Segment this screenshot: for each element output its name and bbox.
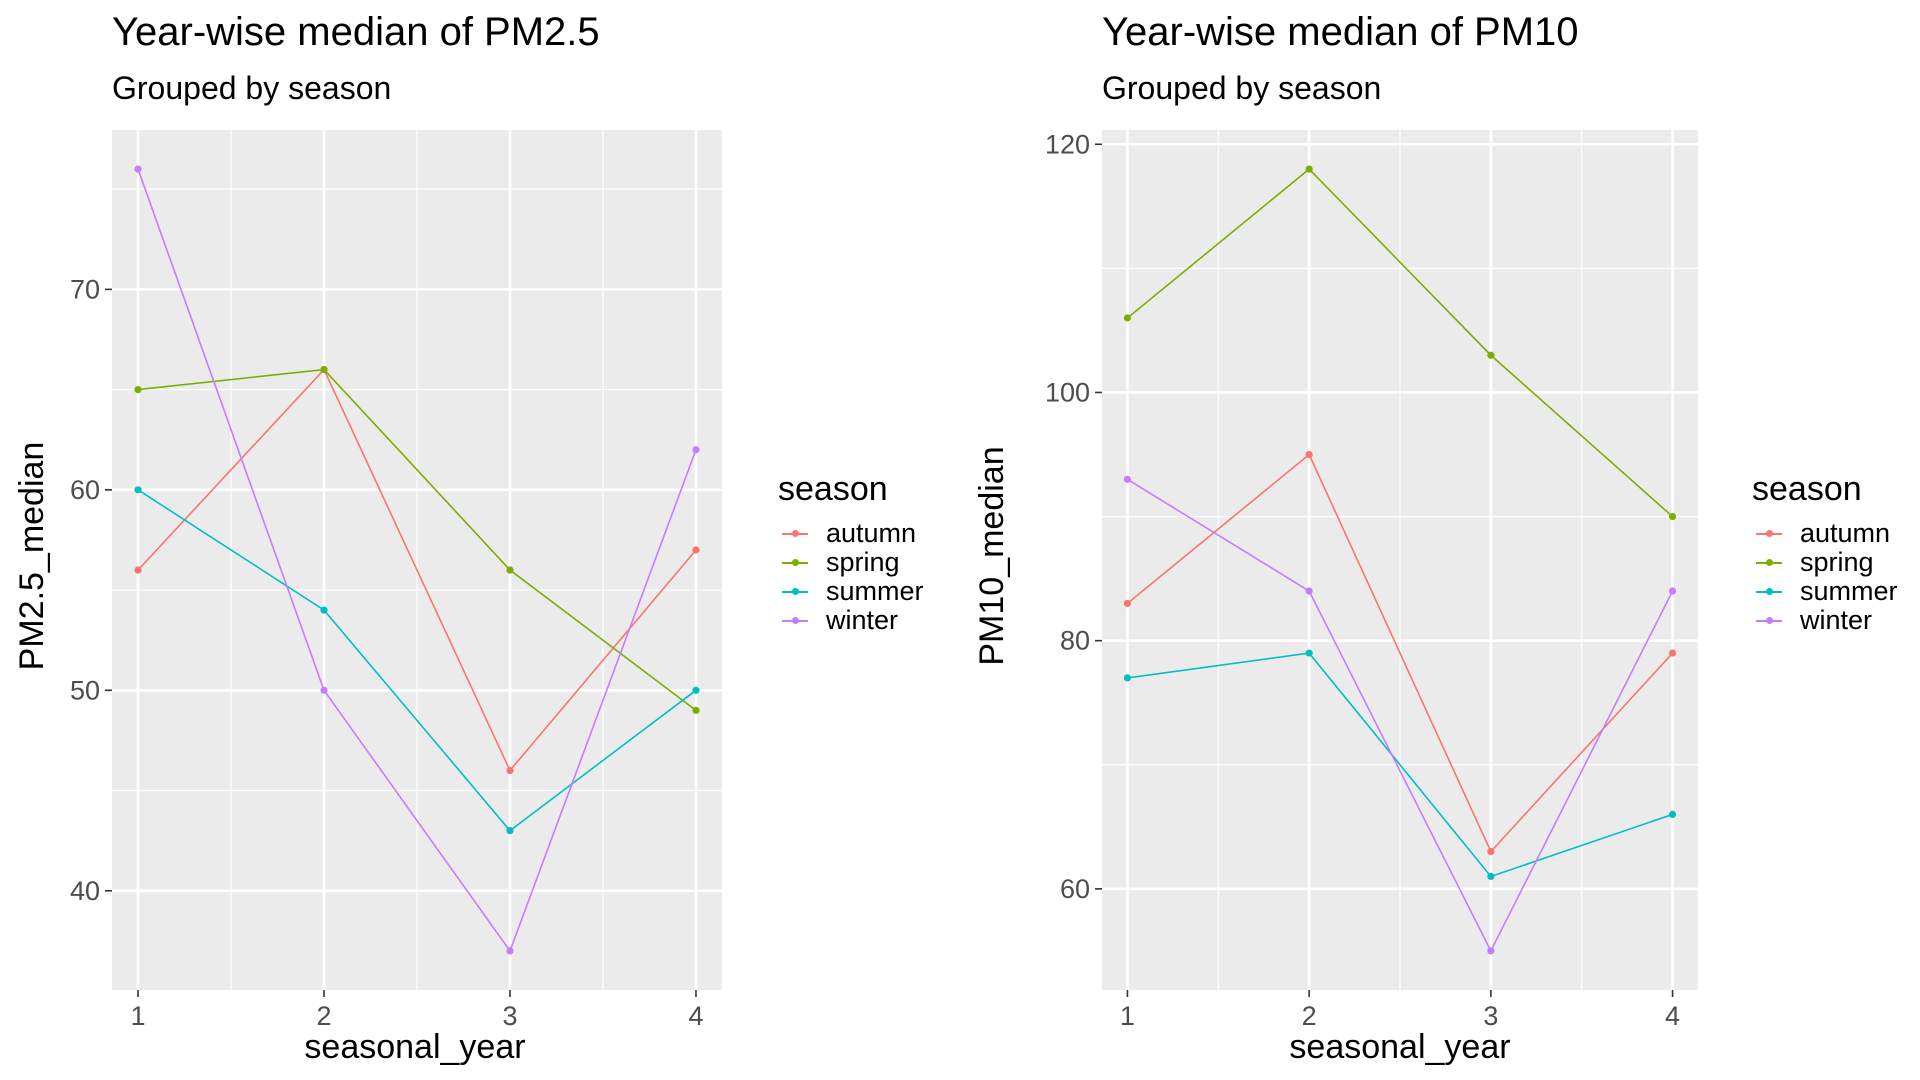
data-point-summer (320, 606, 328, 614)
y-axis-label: PM10_median (973, 446, 1011, 666)
legend: season autumn spring summer winter (778, 470, 924, 635)
series-line-winter (1127, 478, 1674, 953)
data-point-autumn (1668, 649, 1677, 657)
legend-label: winter (1800, 605, 1873, 635)
legend-label: spring (1800, 547, 1874, 577)
legend-key-winter (778, 606, 812, 635)
y-tick-label: 100 (1045, 377, 1090, 407)
legend: season autumn spring summer winter (1752, 470, 1898, 635)
series-line-summer (137, 489, 697, 832)
series-line-spring (1126, 168, 1674, 518)
x-tick-label: 4 (1665, 1001, 1680, 1031)
data-point-autumn (692, 546, 700, 554)
series-line-autumn (137, 368, 697, 772)
legend-item-autumn: autumn (778, 518, 924, 548)
y-tick-label: 80 (1060, 626, 1090, 656)
series-line-spring (137, 368, 697, 711)
series-line-summer (1127, 652, 1673, 878)
x-tick-label: 1 (131, 1001, 146, 1031)
legend-label: summer (826, 576, 924, 606)
data-point-summer (506, 827, 514, 835)
legend-title: season (778, 470, 888, 508)
y-tick-label: 120 (1045, 129, 1090, 159)
legend-label: autumn (826, 518, 917, 548)
data-point-winter (692, 446, 700, 454)
y-tick-label: 50 (70, 675, 100, 705)
legend-item-winter: winter (778, 605, 924, 635)
chart-title: Year-wise median of PM2.5 (112, 10, 600, 54)
y-tick-label: 60 (1060, 874, 1090, 904)
data-point-winter (1668, 587, 1677, 595)
legend-item-summer: summer (778, 576, 924, 606)
x-tick-label: 1 (1120, 1001, 1135, 1031)
x-tick-label: 2 (1302, 1001, 1317, 1031)
data-point-summer (1305, 649, 1313, 657)
data-point-spring (1123, 314, 1132, 322)
y-axis-label: PM2.5_median (13, 441, 51, 671)
legend-item-spring: spring (1752, 547, 1898, 577)
legend-item-spring: spring (778, 547, 924, 577)
data-point-spring (1487, 351, 1495, 359)
data-point-autumn (1487, 848, 1495, 856)
legend-label: winter (826, 605, 899, 635)
data-point-winter (506, 947, 514, 955)
x-tick-label: 3 (1483, 1001, 1498, 1031)
legend-key-summer (1752, 577, 1786, 606)
legend-key-summer (778, 577, 812, 606)
data-point-summer (1123, 674, 1132, 682)
x-tick-label: 3 (502, 1001, 517, 1031)
data-point-summer (1487, 872, 1495, 881)
data-point-spring (506, 566, 514, 574)
legend-key-spring (778, 548, 812, 577)
y-tick-label: 70 (70, 274, 100, 304)
x-axis-label: seasonal_year (1289, 1028, 1511, 1066)
legend-key-autumn (778, 519, 812, 548)
data-point-winter (134, 165, 142, 173)
legend-item-winter: winter (1752, 605, 1898, 635)
legend-item-summer: summer (1752, 576, 1898, 606)
chart-subtitle: Grouped by season (112, 70, 392, 106)
data-point-autumn (1123, 599, 1132, 608)
x-tick-label: 4 (688, 1001, 703, 1031)
x-tick-label: 2 (316, 1001, 331, 1031)
data-point-winter (1487, 947, 1495, 955)
legend-key-autumn (1752, 519, 1786, 548)
legend-item-autumn: autumn (1752, 518, 1898, 548)
chart-panel-pm25: Year-wise median of PM2.5 Grouped by sea… (13, 10, 924, 1066)
data-point-spring (692, 706, 700, 714)
data-point-winter (1123, 475, 1132, 483)
series-line-autumn (1126, 453, 1674, 854)
data-point-spring (320, 365, 328, 374)
plot-area-pm10: 1 2 3 4 60 80 100 120 (1045, 129, 1698, 1031)
data-point-autumn (134, 566, 142, 574)
data-point-summer (692, 686, 700, 694)
plot-area-pm25: 1 2 3 4 40 50 60 70 (70, 130, 722, 1031)
chart-subtitle: Grouped by season (1102, 70, 1382, 106)
data-point-summer (1668, 810, 1677, 819)
series-line-winter (137, 168, 697, 953)
y-tick-label: 40 (70, 876, 100, 906)
data-point-spring (134, 386, 142, 394)
legend-key-spring (1752, 548, 1786, 577)
data-point-winter (1305, 587, 1313, 595)
data-point-summer (134, 486, 142, 494)
legend-title: season (1752, 470, 1862, 508)
data-point-spring (1305, 165, 1313, 173)
legend-label: spring (826, 547, 900, 577)
chart-panel-pm10: Year-wise median of PM10 Grouped by seas… (960, 0, 1920, 1080)
legend-key-winter (1752, 606, 1786, 635)
data-point-winter (320, 686, 328, 694)
y-tick-label: 60 (70, 475, 100, 505)
data-point-autumn (1305, 450, 1313, 459)
x-axis-label: seasonal_year (304, 1028, 526, 1066)
legend-label: summer (1800, 576, 1898, 606)
legend-label: autumn (1800, 518, 1891, 548)
chart-title: Year-wise median of PM10 (1102, 10, 1579, 54)
data-point-spring (1668, 512, 1677, 521)
data-point-autumn (506, 766, 514, 775)
